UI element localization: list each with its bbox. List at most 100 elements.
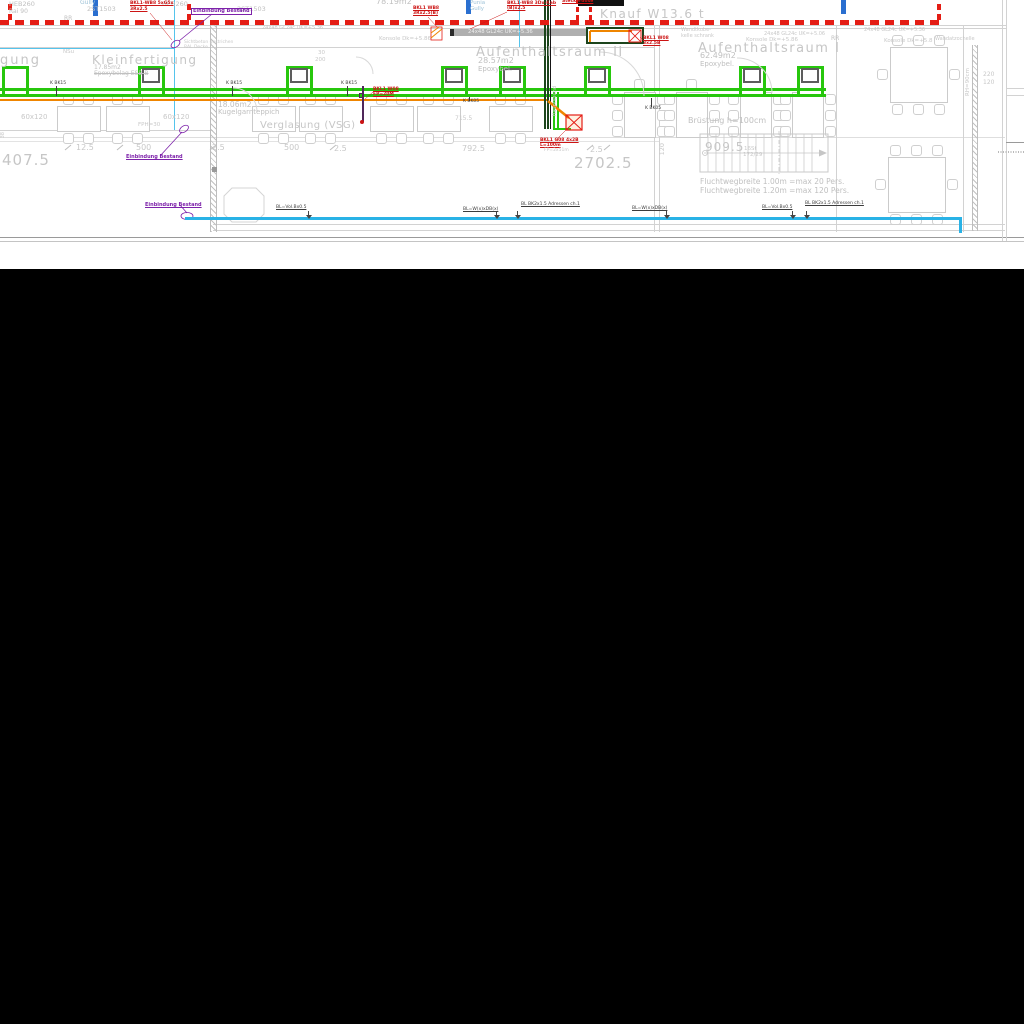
desk-table bbox=[252, 106, 296, 132]
dimension: 2702.5 bbox=[574, 154, 633, 172]
device-box bbox=[359, 93, 364, 98]
stair-arrow bbox=[819, 149, 827, 157]
bus-line-label: BL=Vol.Bx0.5 bbox=[762, 205, 793, 210]
bus-line-label: BL BK2x1.5 Adressen ch.1 bbox=[521, 202, 580, 207]
chair-icon bbox=[780, 110, 791, 121]
dimension: 909.5 bbox=[705, 140, 745, 154]
bus-line-leader-arrow bbox=[804, 211, 810, 219]
device-dot bbox=[360, 120, 364, 124]
console-label: Konsole Dk=+5.8 bbox=[884, 38, 933, 44]
dimension: 500 bbox=[136, 143, 152, 152]
floor-plan: gung Kleinfertigung Aufenthaltsraum II Aufe… bbox=[0, 0, 1024, 242]
desk-table bbox=[57, 106, 101, 132]
cable-label: BKL1 W08 bbox=[373, 87, 399, 92]
floor-material: Kugelgarnteppich bbox=[218, 108, 280, 116]
viewport-black-region bbox=[0, 269, 1024, 1024]
steel-label: 2ST1503 bbox=[87, 5, 116, 13]
console-label: Konsole Dk=+5.86 bbox=[379, 36, 431, 42]
chair-icon bbox=[728, 126, 739, 137]
desk-table bbox=[299, 106, 343, 132]
chair-icon bbox=[709, 110, 720, 121]
red-boundary-line bbox=[0, 20, 942, 25]
chair-icon bbox=[278, 133, 289, 144]
cable-label: BKL1 WB8 bbox=[413, 6, 440, 11]
cable-tray-green bbox=[0, 88, 826, 97]
red-boundary-line-vertical bbox=[589, 6, 592, 20]
chair-icon bbox=[664, 126, 675, 137]
wall-line bbox=[213, 224, 1005, 225]
chair-icon bbox=[112, 133, 123, 144]
tie-in-existing-label: Einbindung Bestand bbox=[126, 154, 183, 160]
socket-box bbox=[290, 68, 308, 83]
chair-icon bbox=[825, 126, 836, 137]
tie-in-ellipse bbox=[179, 124, 189, 134]
chair-icon bbox=[612, 126, 623, 137]
sheet-border-line bbox=[0, 241, 1024, 242]
chair-icon bbox=[63, 133, 74, 144]
meeting-table bbox=[624, 92, 656, 138]
chair-icon bbox=[911, 145, 922, 156]
glulam-beam-label: 24x48 GL24c UK=+5.36 bbox=[468, 29, 533, 35]
cable-label: FP=20M bbox=[373, 92, 394, 97]
chair-icon bbox=[892, 104, 903, 115]
wall-line bbox=[1006, 142, 1024, 143]
chair-icon bbox=[825, 94, 836, 105]
console-label: Konsole Dk=+5.86 bbox=[746, 37, 798, 43]
dimension: 30 bbox=[318, 50, 325, 56]
chair-icon bbox=[495, 133, 506, 144]
dimension: 715.5 bbox=[455, 115, 473, 122]
drain-label: Gully bbox=[470, 6, 485, 12]
socket-box bbox=[445, 68, 463, 83]
drain-label: Gully bbox=[80, 0, 96, 6]
red-boundary-line-vertical bbox=[576, 0, 579, 20]
riser-duct-core bbox=[550, 0, 551, 129]
escape-route-note: Fluchtwegbreite 1.20m =max 120 Pers. bbox=[700, 186, 850, 195]
dimension: 2.5 bbox=[590, 145, 603, 154]
power-line-orange bbox=[589, 31, 591, 42]
dimension: 500 bbox=[284, 143, 300, 152]
red-boundary-line-vertical bbox=[937, 0, 941, 20]
parapet-label: Brüstung h=100cm bbox=[688, 116, 767, 125]
dimension: 2.5 bbox=[212, 143, 225, 152]
tray-tag: K BK15 bbox=[50, 81, 67, 86]
wall-line bbox=[1002, 0, 1003, 241]
stair-ratio-label: 172/29 bbox=[743, 152, 763, 158]
chair-icon bbox=[913, 35, 924, 46]
desk-table bbox=[489, 106, 533, 132]
chair-icon bbox=[132, 133, 143, 144]
chair-icon bbox=[443, 133, 454, 144]
conference-table bbox=[890, 47, 948, 103]
tray-tag-tick bbox=[651, 98, 652, 107]
device-drop bbox=[362, 86, 364, 122]
hatched-wall bbox=[210, 25, 217, 232]
room-name-kleinfertigung: Kleinfertigung bbox=[92, 53, 198, 67]
cable-label: BKL1 G08 4x2B bbox=[540, 138, 579, 143]
wall-line bbox=[836, 26, 837, 232]
socket-box bbox=[588, 68, 606, 83]
chair-icon bbox=[890, 145, 901, 156]
chair-icon bbox=[934, 104, 945, 115]
wall-line bbox=[0, 47, 655, 48]
tray-tag: K BK15 bbox=[341, 81, 358, 86]
cable-tray-stub bbox=[2, 66, 29, 96]
gully-drain-icon bbox=[93, 0, 98, 16]
column-marker bbox=[212, 167, 217, 172]
glulam-beam-label: 24x48 GL24c UK=+5.36 bbox=[262, 25, 324, 31]
tray-tag-tick bbox=[232, 86, 233, 96]
pipe-label: RR bbox=[64, 15, 73, 22]
tray-tag: K BK15 bbox=[226, 81, 243, 86]
room-area: 78.19m2 bbox=[376, 0, 412, 6]
tray-tag-tick bbox=[469, 97, 470, 101]
meeting-table bbox=[740, 92, 772, 138]
cable-label: BKL1 W08 bbox=[643, 36, 669, 41]
escape-route-line-stub bbox=[959, 217, 962, 233]
tray-drop-horizontal bbox=[553, 128, 571, 130]
chair-icon bbox=[875, 179, 886, 190]
gully-drain-icon bbox=[841, 0, 846, 14]
bus-line-leader-arrow bbox=[306, 211, 312, 219]
tray-tag: K BK05 bbox=[463, 99, 480, 104]
room-area: 28.57m2 bbox=[478, 56, 514, 65]
room-area: 17.85m2 bbox=[94, 64, 121, 71]
wall-type-label: Knauf W13.6 t bbox=[600, 7, 706, 21]
wall-line bbox=[213, 230, 1005, 231]
